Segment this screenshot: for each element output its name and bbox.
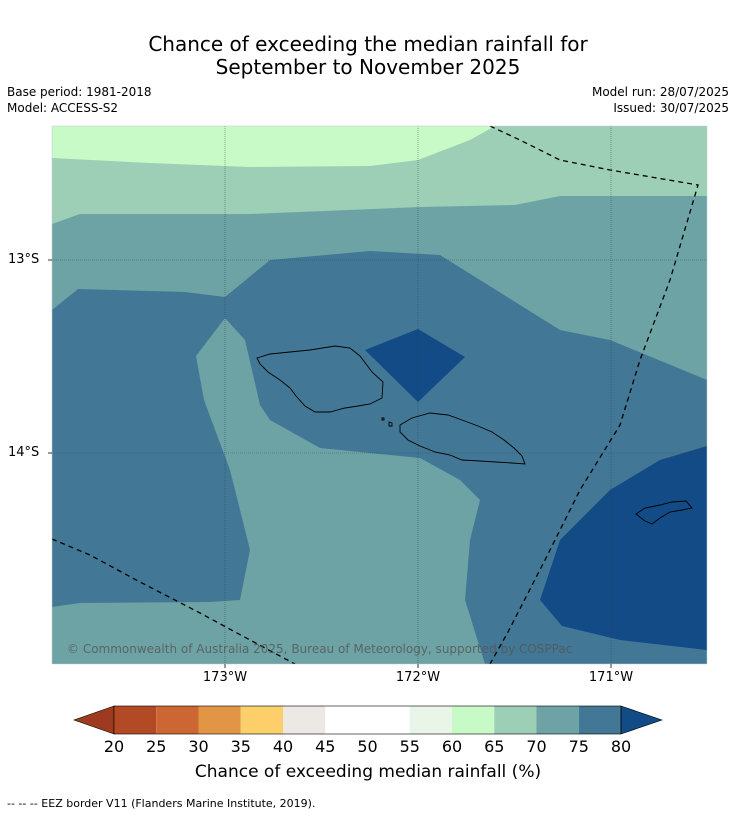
- colorbar-swatch: [325, 706, 368, 734]
- axis-ticks: [48, 259, 612, 668]
- colorbar-swatch: [198, 706, 241, 734]
- colorbar-arrow-left: [73, 705, 115, 735]
- colorbar: [73, 705, 663, 735]
- base-period: Base period: 1981-2018: [7, 85, 152, 99]
- x-tick-label: 172°W: [395, 670, 441, 685]
- colorbar-arrow-right: [620, 705, 663, 735]
- colorbar-swatch: [494, 706, 537, 734]
- colorbar-tick-label: 30: [188, 737, 209, 756]
- issued-date: Issued: 30/07/2025: [613, 101, 729, 115]
- colorbar-tick-label: 40: [272, 737, 294, 756]
- region-60-65: [52, 126, 495, 167]
- x-tick-label: 171°W: [588, 670, 634, 685]
- colorbar-swatch: [156, 706, 199, 734]
- colorbar-tick-label: 50: [357, 737, 378, 756]
- title-line-2: September to November 2025: [215, 55, 521, 79]
- colorbar-tick-label: 60: [441, 737, 463, 756]
- colorbar-swatch: [283, 706, 326, 734]
- colorbar-swatch: [240, 706, 283, 734]
- island-apolima: [381, 417, 385, 421]
- colorbar-title: Chance of exceeding median rainfall (%): [194, 762, 542, 782]
- colorbar-swatch: [114, 706, 157, 734]
- island-upolu: [399, 412, 526, 465]
- colorbar-swatch: [409, 706, 452, 734]
- colorbar-tick-label: 70: [526, 737, 547, 756]
- colorbar-swatch: [452, 706, 495, 734]
- rainfall-map: [52, 126, 707, 664]
- colorbar-tick-label: 20: [103, 737, 125, 756]
- colorbar-border: [113, 705, 622, 735]
- model-name: Model: ACCESS-S2: [7, 101, 119, 115]
- colorbar-swatch: [367, 706, 410, 734]
- y-tick-label: 14°S: [8, 445, 40, 460]
- colorbar-tick-label: 45: [315, 737, 336, 756]
- title-line-1: Chance of exceeding the median rainfall …: [148, 32, 588, 56]
- colorbar-tick-label: 80: [610, 737, 632, 756]
- island-manono: [388, 421, 393, 427]
- region-80-southeast: [540, 446, 707, 650]
- eez-footnote: -- -- -- EEZ border V11 (Flanders Marine…: [7, 797, 316, 810]
- region-80-central: [365, 329, 465, 402]
- colorbar-tick-label: 55: [399, 737, 420, 756]
- model-run: Model run: 28/07/2025: [591, 85, 729, 99]
- colorbar-tick-label: 35: [230, 737, 251, 756]
- colorbar-swatch: [536, 706, 579, 734]
- island-savaii: [256, 345, 384, 413]
- y-tick-label: 13°S: [8, 252, 40, 267]
- island-tutuila: [635, 500, 693, 525]
- graticule: [52, 126, 707, 664]
- colorbar-swatch: [578, 706, 621, 734]
- map-credit: © Commonwealth of Australia 2025, Bureau…: [67, 642, 573, 656]
- colorbar-tick-label: 65: [484, 737, 505, 756]
- colorbar-tick-label: 75: [568, 737, 589, 756]
- region-75-80: [52, 251, 707, 664]
- colorbar-tick-label: 25: [146, 737, 167, 756]
- x-tick-label: 173°W: [202, 670, 248, 685]
